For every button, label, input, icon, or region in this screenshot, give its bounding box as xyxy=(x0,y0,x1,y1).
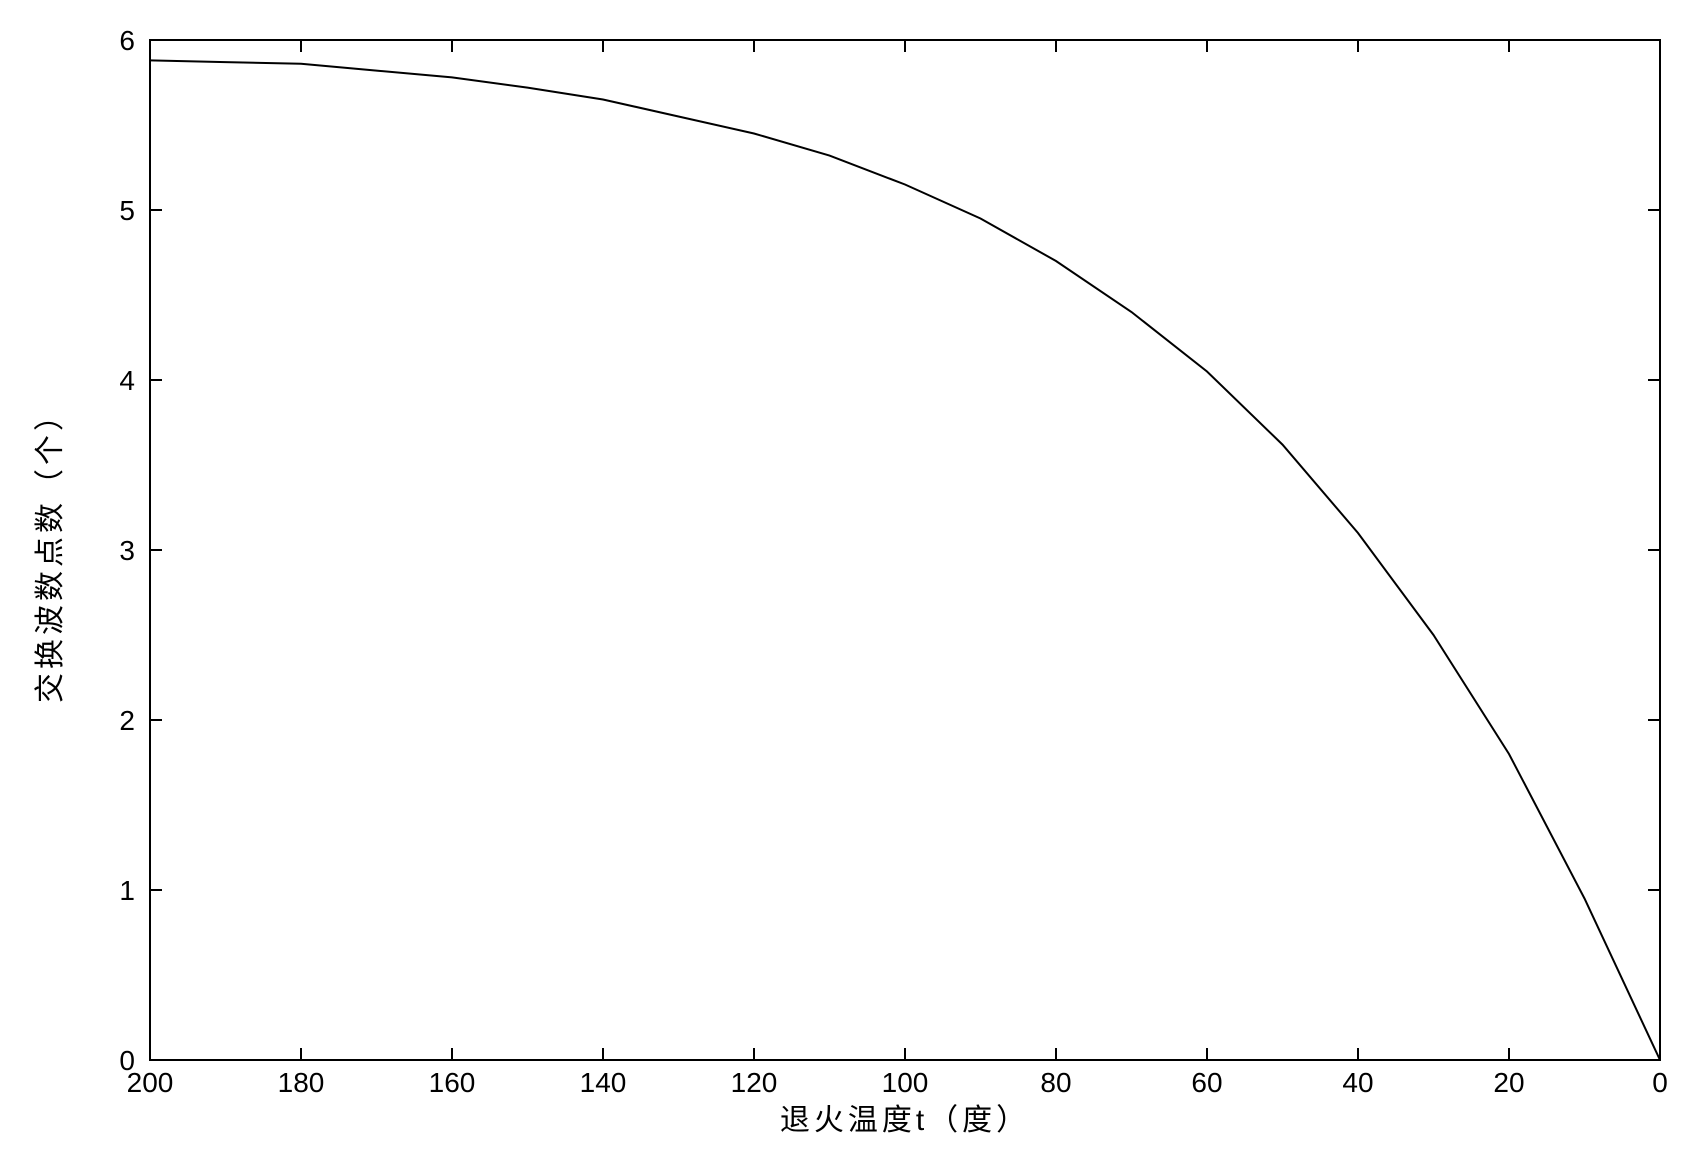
y-tick-label: 6 xyxy=(119,25,135,56)
y-axis-ticks: 0 1 2 3 4 5 6 xyxy=(119,25,1660,1076)
y-tick-label: 4 xyxy=(119,365,135,396)
y-tick-label: 2 xyxy=(119,705,135,736)
x-tick-label: 160 xyxy=(429,1067,476,1098)
x-axis-label: 退火温度t（度） xyxy=(780,1104,1030,1137)
plot-border xyxy=(150,40,1660,1060)
y-tick-label: 3 xyxy=(119,535,135,566)
x-tick-label: 80 xyxy=(1040,1067,1071,1098)
y-tick-label: 0 xyxy=(119,1045,135,1076)
x-tick-label: 140 xyxy=(580,1067,627,1098)
chart-svg: 200180160140120100806040200 0123456 退火温度… xyxy=(20,20,1680,1144)
x-axis-ticks: 200180160140120100806040200 xyxy=(127,40,1668,1098)
x-tick-label: 100 xyxy=(882,1067,929,1098)
y-tick-label: 5 xyxy=(119,195,135,226)
data-line xyxy=(150,60,1660,1060)
x-tick-label: 0 xyxy=(1652,1067,1668,1098)
y-axis-label: 交换波数点数（个） xyxy=(34,397,67,703)
x-tick-label: 40 xyxy=(1342,1067,1373,1098)
x-tick-label: 120 xyxy=(731,1067,778,1098)
chart-container: 200180160140120100806040200 0123456 退火温度… xyxy=(20,20,1680,1144)
x-tick-label: 180 xyxy=(278,1067,325,1098)
x-tick-label: 60 xyxy=(1191,1067,1222,1098)
x-tick-label: 20 xyxy=(1493,1067,1524,1098)
y-tick-label: 1 xyxy=(119,875,135,906)
